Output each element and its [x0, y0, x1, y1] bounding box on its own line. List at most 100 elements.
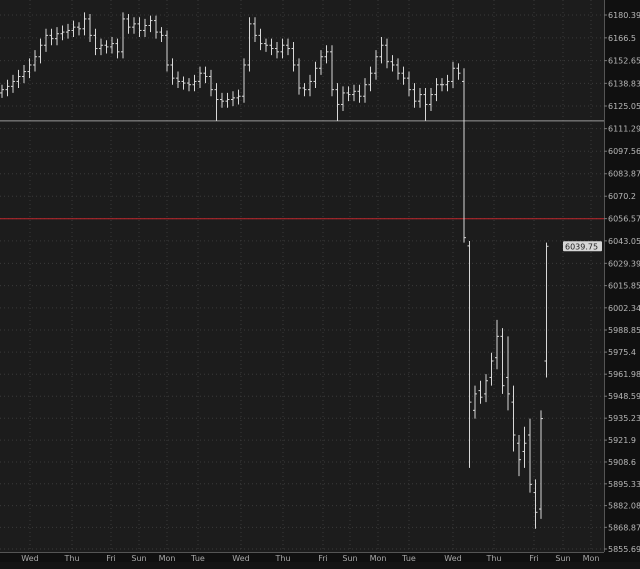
ohlc-bar [451, 61, 455, 89]
ohlc-bar [181, 76, 186, 90]
ohlc-bar [11, 74, 15, 93]
ohlc-bar [313, 61, 318, 89]
x-axis-ticks: Wed Thu Fri Sun Mon Tue Wed Thu Fri Sun Mon Tue Wed T… [21, 554, 599, 563]
ohlc-bar [324, 45, 329, 64]
ohlc-bar [467, 240, 472, 468]
x-tick-label: Sun [342, 554, 357, 563]
ohlc-bar [434, 78, 439, 102]
ohlc-bar [297, 58, 301, 95]
ohlc-bar [110, 37, 114, 54]
ohlc-bar [330, 45, 334, 97]
x-tick-label: Sun [131, 554, 146, 563]
ohlc-bar [418, 88, 422, 108]
ohlc-bar [247, 17, 252, 72]
ohlc-bar [528, 418, 532, 493]
ohlc-bar [489, 352, 494, 386]
ohlc-bar [341, 86, 345, 112]
ohlc-bar [187, 78, 191, 92]
ohlc-bar [368, 66, 373, 92]
ohlc-bar [49, 28, 54, 46]
ohlc-bar [143, 18, 147, 38]
ohlc-bar [473, 385, 477, 419]
y-tick-label: 5868.87 [608, 523, 640, 532]
ohlc-bar [429, 88, 433, 112]
x-tick-label: Mon [583, 554, 600, 563]
ohlc-bar [159, 27, 164, 42]
ohlc-bar [407, 71, 411, 97]
ohlc-bar [203, 66, 208, 84]
y-tick-label: 6180.39 [608, 11, 640, 20]
y-tick-label: 6111.29 [608, 125, 640, 134]
y-tick-label: 5855.69 [608, 545, 640, 554]
ohlc-bar [33, 50, 37, 72]
ohlc-bar [82, 12, 87, 36]
ohlc-bar [220, 92, 224, 108]
plot-area[interactable] [0, 0, 604, 552]
ohlc-bar [478, 380, 483, 404]
ohlc-bar [291, 41, 296, 72]
ohlc-bar [302, 83, 307, 97]
ohlc-bar [99, 38, 103, 56]
ohlc-bar [192, 74, 197, 92]
x-tick-label: Thu [485, 554, 501, 563]
chart-toolbar[interactable] [0, 562, 640, 569]
ohlc-bar [22, 64, 26, 84]
y-tick-label: 5975.4 [608, 348, 636, 357]
ohlc-bar [484, 374, 488, 403]
ohlc-bar [121, 12, 125, 59]
x-tick-label: Fri [318, 554, 328, 563]
ohlc-bar [148, 15, 153, 33]
x-tick-label: Fri [529, 554, 539, 563]
y-tick-label: 6097.56 [608, 147, 640, 156]
y-tick-label: 6125.05 [608, 102, 640, 111]
ohlc-bar [71, 20, 76, 38]
ohlc-bar [401, 66, 406, 85]
x-tick-label: Tue [190, 554, 205, 563]
y-tick-label: 6002.34 [608, 304, 640, 313]
ohlc-bar [38, 38, 43, 64]
y-tick-label: 5895.33 [608, 480, 640, 489]
ohlc-bar [27, 58, 32, 79]
ohlc-bar [269, 38, 274, 56]
y-tick-label: 6056.57 [608, 215, 640, 224]
ohlc-bar [132, 17, 136, 34]
y-tick-label: 5882.08 [608, 502, 640, 511]
ohlc-bar [165, 30, 169, 72]
x-tick-label: Wed [444, 554, 461, 563]
y-tick-label: 6166.5 [608, 34, 636, 43]
ohlc-bar [5, 79, 10, 97]
ohlc-bar [308, 74, 312, 97]
y-axis-ticks: 6180.39 6166.5 6152.65 6138.83 6125.05 6111.2… [604, 11, 640, 554]
y-tick-label: 6029.39 [608, 259, 640, 268]
x-tick-label: Thu [274, 554, 290, 563]
ohlc-bar [445, 74, 450, 92]
y-tick-label: 5948.59 [608, 392, 640, 401]
ohlc-bar [16, 69, 21, 89]
reference-lines [0, 120, 604, 220]
ohlc-bar [225, 92, 230, 108]
ohlc-bar [93, 28, 98, 56]
ohlc-bar [0, 84, 4, 98]
ohlc-bar [115, 38, 120, 59]
ohlc-bar [231, 91, 235, 107]
ohlc-bar [319, 50, 323, 75]
ohlc-bar [214, 83, 219, 121]
x-tick-label: Thu [63, 554, 79, 563]
ohlc-bar [539, 410, 543, 519]
ohlc-bar [170, 58, 175, 85]
y-axis-area[interactable] [604, 0, 640, 562]
ohlc-bar [495, 319, 499, 370]
x-tick-label: Fri [106, 554, 116, 563]
y-tick-label: 6152.65 [608, 57, 640, 66]
ohlc-bar [346, 86, 351, 102]
ohlc-bar [352, 84, 356, 102]
ohlc-bar [209, 69, 213, 97]
ohlc-bar [253, 17, 257, 42]
ohlc-bar [275, 41, 279, 59]
last-price-label: 6039.75 [565, 242, 598, 251]
x-tick-label: Wed [232, 554, 249, 563]
y-tick-label: 5935.23 [608, 414, 640, 423]
ohlc-bar [154, 15, 158, 39]
y-tick-label: 5961.98 [608, 370, 640, 379]
